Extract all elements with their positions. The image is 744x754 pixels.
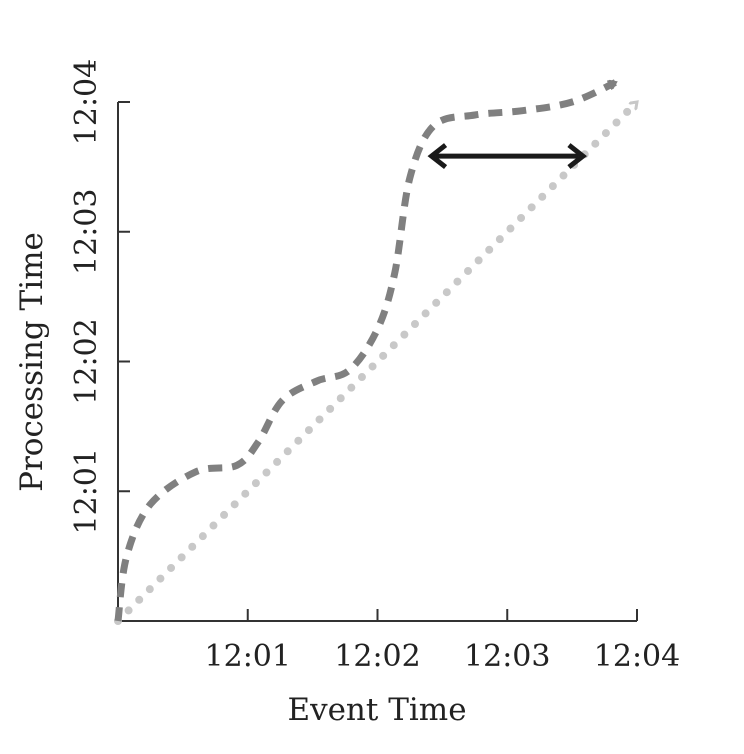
ideal-line bbox=[114, 98, 641, 625]
y-tick-label: 12:02 bbox=[69, 318, 104, 404]
skew-arrow-head-right bbox=[567, 143, 587, 170]
annotation-layer bbox=[427, 143, 587, 170]
x-tick-label: 12:04 bbox=[594, 639, 680, 674]
y-ticks: 12:01 12:02 12:03 12:04 bbox=[69, 59, 130, 534]
y-axis-title: Processing Time bbox=[14, 232, 50, 492]
x-axis-title: Event Time bbox=[287, 692, 466, 728]
y-tick-label: 12:01 bbox=[69, 448, 104, 534]
x-tick-label: 12:02 bbox=[334, 639, 420, 674]
series-layer bbox=[114, 79, 641, 625]
x-tick-label: 12:01 bbox=[205, 639, 291, 674]
axes bbox=[117, 102, 637, 622]
skew-arrow-head-left bbox=[427, 143, 448, 170]
x-ticks: 12:01 12:02 12:03 12:04 bbox=[205, 609, 680, 674]
y-tick-label: 12:04 bbox=[69, 59, 104, 145]
processing-time-curve bbox=[114, 79, 615, 622]
x-tick-label: 12:03 bbox=[464, 639, 550, 674]
y-tick-label: 12:03 bbox=[69, 189, 104, 275]
